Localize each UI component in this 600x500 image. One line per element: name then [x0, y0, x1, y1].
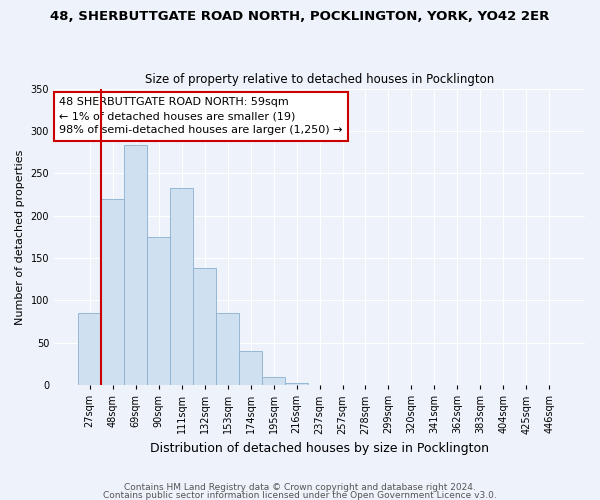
Title: Size of property relative to detached houses in Pocklington: Size of property relative to detached ho…: [145, 73, 494, 86]
Bar: [170, 188, 193, 385]
Bar: [239, 351, 262, 385]
Bar: [262, 376, 285, 385]
Bar: [193, 268, 216, 385]
Bar: [78, 313, 101, 385]
Text: 48 SHERBUTTGATE ROAD NORTH: 59sqm
← 1% of detached houses are smaller (19)
98% o: 48 SHERBUTTGATE ROAD NORTH: 59sqm ← 1% o…: [59, 98, 343, 136]
X-axis label: Distribution of detached houses by size in Pocklington: Distribution of detached houses by size …: [150, 442, 489, 455]
Bar: [101, 198, 124, 385]
Bar: [216, 313, 239, 385]
Bar: [285, 382, 308, 385]
Y-axis label: Number of detached properties: Number of detached properties: [15, 149, 25, 324]
Text: 48, SHERBUTTGATE ROAD NORTH, POCKLINGTON, YORK, YO42 2ER: 48, SHERBUTTGATE ROAD NORTH, POCKLINGTON…: [50, 10, 550, 23]
Bar: [147, 237, 170, 385]
Bar: [124, 146, 147, 385]
Text: Contains HM Land Registry data © Crown copyright and database right 2024.: Contains HM Land Registry data © Crown c…: [124, 484, 476, 492]
Text: Contains public sector information licensed under the Open Government Licence v3: Contains public sector information licen…: [103, 490, 497, 500]
